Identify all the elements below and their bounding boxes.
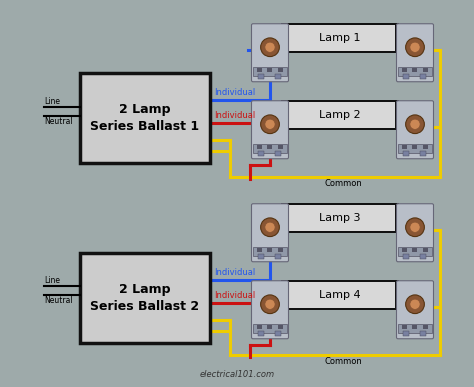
Text: Individual: Individual	[214, 291, 255, 300]
Bar	[402, 68, 407, 72]
Bar	[267, 248, 273, 252]
FancyBboxPatch shape	[252, 101, 289, 159]
Bar	[275, 74, 282, 79]
Bar	[423, 325, 428, 329]
Bar	[420, 254, 427, 259]
Bar	[423, 145, 428, 149]
Ellipse shape	[261, 38, 279, 57]
FancyBboxPatch shape	[252, 281, 289, 339]
Bar	[423, 68, 428, 72]
Ellipse shape	[261, 115, 279, 134]
FancyBboxPatch shape	[253, 247, 287, 257]
Bar	[403, 151, 410, 156]
Bar	[285, 205, 395, 231]
Bar	[281, 280, 399, 310]
FancyBboxPatch shape	[398, 144, 432, 153]
FancyBboxPatch shape	[252, 204, 289, 262]
Bar	[285, 25, 395, 51]
Bar	[412, 145, 418, 149]
Bar	[257, 325, 262, 329]
Bar	[258, 331, 264, 336]
Text: Line: Line	[44, 276, 60, 285]
Bar	[267, 68, 273, 72]
Bar	[80, 253, 210, 343]
Ellipse shape	[261, 218, 279, 236]
Text: Lamp 1: Lamp 1	[319, 33, 361, 43]
Text: Common: Common	[325, 357, 363, 366]
Bar	[267, 325, 273, 329]
Bar	[80, 73, 210, 163]
Text: Lamp 3: Lamp 3	[319, 213, 361, 223]
Bar	[257, 145, 262, 149]
Ellipse shape	[265, 222, 275, 232]
Bar	[423, 248, 428, 252]
Text: 2 Lamp
Series Ballast 1: 2 Lamp Series Ballast 1	[91, 103, 200, 134]
Bar	[403, 254, 410, 259]
Ellipse shape	[265, 42, 275, 52]
Ellipse shape	[261, 295, 279, 313]
Bar	[420, 331, 427, 336]
Text: Individual: Individual	[214, 268, 255, 277]
Text: Neutral: Neutral	[44, 296, 73, 305]
FancyBboxPatch shape	[398, 324, 432, 333]
Ellipse shape	[265, 299, 275, 309]
Ellipse shape	[406, 218, 424, 236]
FancyBboxPatch shape	[396, 24, 434, 82]
FancyBboxPatch shape	[396, 101, 434, 159]
Text: Lamp 4: Lamp 4	[319, 290, 361, 300]
FancyBboxPatch shape	[252, 24, 289, 82]
Bar	[278, 325, 283, 329]
FancyBboxPatch shape	[398, 67, 432, 76]
Ellipse shape	[406, 115, 424, 134]
Bar	[267, 145, 273, 149]
Bar	[281, 203, 399, 233]
Ellipse shape	[265, 119, 275, 129]
Bar	[275, 151, 282, 156]
Bar	[403, 331, 410, 336]
Bar	[278, 68, 283, 72]
Bar	[402, 325, 407, 329]
Bar	[412, 248, 418, 252]
FancyBboxPatch shape	[253, 324, 287, 333]
Bar	[257, 248, 262, 252]
Bar	[257, 68, 262, 72]
Text: electrical101.com: electrical101.com	[200, 370, 274, 379]
Text: Individual: Individual	[214, 111, 255, 120]
Ellipse shape	[406, 38, 424, 57]
Bar	[402, 248, 407, 252]
Ellipse shape	[410, 299, 420, 309]
Ellipse shape	[406, 295, 424, 313]
Bar	[285, 282, 395, 308]
Bar	[412, 325, 418, 329]
Text: Common: Common	[325, 179, 363, 188]
Text: Neutral: Neutral	[44, 117, 73, 126]
Bar	[420, 151, 427, 156]
Ellipse shape	[410, 119, 420, 129]
Text: Line: Line	[44, 97, 60, 106]
Bar	[275, 331, 282, 336]
Bar	[281, 23, 399, 53]
FancyBboxPatch shape	[253, 67, 287, 76]
Bar	[412, 68, 418, 72]
Ellipse shape	[410, 42, 420, 52]
Bar	[275, 254, 282, 259]
FancyBboxPatch shape	[396, 281, 434, 339]
Bar	[281, 100, 399, 130]
Bar	[258, 74, 264, 79]
Bar	[402, 145, 407, 149]
Bar	[278, 145, 283, 149]
Bar	[285, 102, 395, 128]
Bar	[278, 248, 283, 252]
Text: 2 Lamp
Series Ballast 2: 2 Lamp Series Ballast 2	[91, 283, 200, 313]
Text: Lamp 2: Lamp 2	[319, 110, 361, 120]
FancyBboxPatch shape	[398, 247, 432, 257]
Bar	[420, 74, 427, 79]
Bar	[403, 74, 410, 79]
FancyBboxPatch shape	[253, 144, 287, 153]
Bar	[258, 151, 264, 156]
Text: Individual: Individual	[214, 88, 255, 97]
Ellipse shape	[410, 222, 420, 232]
Bar	[258, 254, 264, 259]
FancyBboxPatch shape	[396, 204, 434, 262]
